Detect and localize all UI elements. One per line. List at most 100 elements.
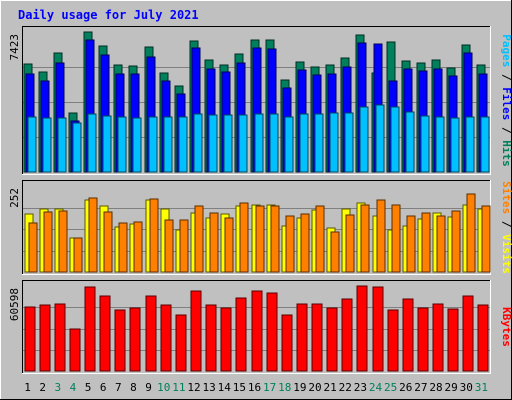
- bar-kbytes-day-22: [341, 298, 353, 372]
- bar-sites-day-15: [239, 202, 249, 273]
- bar-sites-day-7: [118, 222, 128, 273]
- day-label-11: 11: [172, 381, 185, 394]
- day-label-31: 31: [475, 381, 488, 394]
- bar-kbytes-day-20: [311, 303, 323, 372]
- bar-pages-day-3: [57, 117, 67, 173]
- bar-kbytes-day-7: [114, 309, 126, 372]
- day-label-23: 23: [354, 381, 367, 394]
- day-label-10: 10: [157, 381, 170, 394]
- bar-sites-day-22: [345, 214, 355, 273]
- day-label-29: 29: [445, 381, 458, 394]
- bar-pages-day-25: [390, 106, 400, 173]
- legend-separator: /: [500, 67, 512, 87]
- bar-kbytes-day-3: [54, 303, 66, 372]
- bar-pages-day-20: [314, 113, 324, 173]
- bar-kbytes-day-14: [220, 307, 232, 372]
- bar-kbytes-day-9: [145, 295, 157, 372]
- day-label-21: 21: [324, 381, 337, 394]
- legend-separator: /: [500, 120, 512, 140]
- day-labels: 1 2 3 4 5 6 7 8 9 10 11 12 13 14 15 16 17 18 19 20 21 22 23 24 2…: [24, 381, 488, 394]
- bar-sites-day-11: [179, 219, 189, 273]
- bar-sites-day-20: [315, 205, 325, 273]
- day-label-20: 20: [308, 381, 321, 394]
- legend-visits: Visits: [500, 234, 512, 274]
- bar-sites-day-2: [43, 211, 53, 273]
- bar-sites-day-9: [149, 198, 159, 273]
- bar-kbytes-day-23: [356, 285, 368, 372]
- legend-kbytes: KBytes: [500, 307, 512, 347]
- panel-bottom: 60598 KBytes: [8, 280, 512, 374]
- day-label-22: 22: [339, 381, 352, 394]
- bar-kbytes-day-5: [84, 286, 96, 372]
- day-label-5: 5: [85, 381, 92, 394]
- legend-separator: /: [500, 214, 512, 234]
- bar-kbytes-day-26: [402, 298, 414, 372]
- bar-kbytes-day-17: [266, 292, 278, 372]
- day-label-6: 6: [100, 381, 107, 394]
- bar-pages-day-5: [87, 113, 97, 173]
- day-label-4: 4: [70, 381, 77, 394]
- panel-series-legend: Pages / Files / Hits: [500, 34, 512, 167]
- bar-pages-day-13: [208, 114, 218, 173]
- day-label-15: 15: [233, 381, 246, 394]
- day-label-1: 1: [24, 381, 31, 394]
- bar-pages-day-6: [102, 115, 112, 173]
- bar-pages-day-24: [375, 104, 385, 173]
- bar-kbytes-day-2: [39, 304, 51, 372]
- panel-series-legend: KBytes: [500, 307, 512, 347]
- bar-sites-day-21: [330, 231, 340, 273]
- bar-sites-day-13: [209, 212, 219, 273]
- day-label-12: 12: [187, 381, 200, 394]
- bar-kbytes-day-25: [387, 309, 399, 372]
- day-label-13: 13: [202, 381, 215, 394]
- day-label-27: 27: [414, 381, 427, 394]
- bar-sites-day-24: [376, 199, 386, 273]
- bar-pages-day-18: [284, 116, 294, 173]
- bar-sites-day-3: [58, 210, 68, 273]
- bar-sites-day-18: [285, 215, 295, 273]
- bar-sites-day-14: [224, 217, 234, 273]
- bar-sites-day-27: [421, 212, 431, 273]
- bar-pages-day-27: [420, 115, 430, 173]
- bar-kbytes-day-16: [251, 290, 263, 372]
- legend-sites: Sites: [500, 181, 512, 214]
- bar-pages-day-9: [148, 116, 158, 173]
- y-max-label: 252: [8, 188, 21, 208]
- bar-kbytes-day-6: [99, 295, 111, 372]
- bar-pages-day-28: [435, 116, 445, 173]
- bar-sites-day-25: [391, 204, 401, 273]
- bar-pages-day-22: [344, 112, 354, 173]
- bar-sites-day-4: [73, 237, 83, 273]
- chart-panels: 7423 Pages / Files / Hits 252 Sites / Visit…: [8, 26, 512, 374]
- bar-sites-day-5: [88, 197, 98, 273]
- y-max-label: 7423: [8, 34, 21, 61]
- bar-pages-day-4: [72, 122, 82, 173]
- bar-pages-day-15: [238, 114, 248, 173]
- bar-kbytes-day-13: [205, 304, 217, 372]
- panel-middle: 252 Sites / Visits: [8, 180, 512, 275]
- day-label-14: 14: [218, 381, 232, 394]
- day-label-19: 19: [293, 381, 306, 394]
- bar-sites-day-10: [164, 219, 174, 273]
- bar-kbytes-day-30: [462, 295, 474, 372]
- bar-pages-day-26: [405, 111, 415, 173]
- bar-pages-day-16: [254, 113, 264, 173]
- chart-title: Daily usage for July 2021: [18, 8, 199, 22]
- legend-hits: Hits: [500, 140, 512, 167]
- bar-sites-day-23: [360, 204, 370, 273]
- bar-pages-day-29: [450, 117, 460, 173]
- bar-sites-day-17: [270, 205, 280, 273]
- day-label-8: 8: [130, 381, 137, 394]
- day-label-18: 18: [278, 381, 291, 394]
- bar-sites-day-6: [103, 211, 113, 273]
- panel-series-legend: Sites / Visits: [500, 181, 512, 274]
- bar-pages-day-8: [132, 117, 142, 173]
- day-label-2: 2: [39, 381, 46, 394]
- day-label-30: 30: [460, 381, 473, 394]
- y-max-label: 60598: [8, 288, 21, 321]
- day-label-28: 28: [429, 381, 442, 394]
- bar-pages-day-14: [223, 114, 233, 173]
- bar-kbytes-day-27: [417, 307, 429, 372]
- day-label-9: 9: [145, 381, 152, 394]
